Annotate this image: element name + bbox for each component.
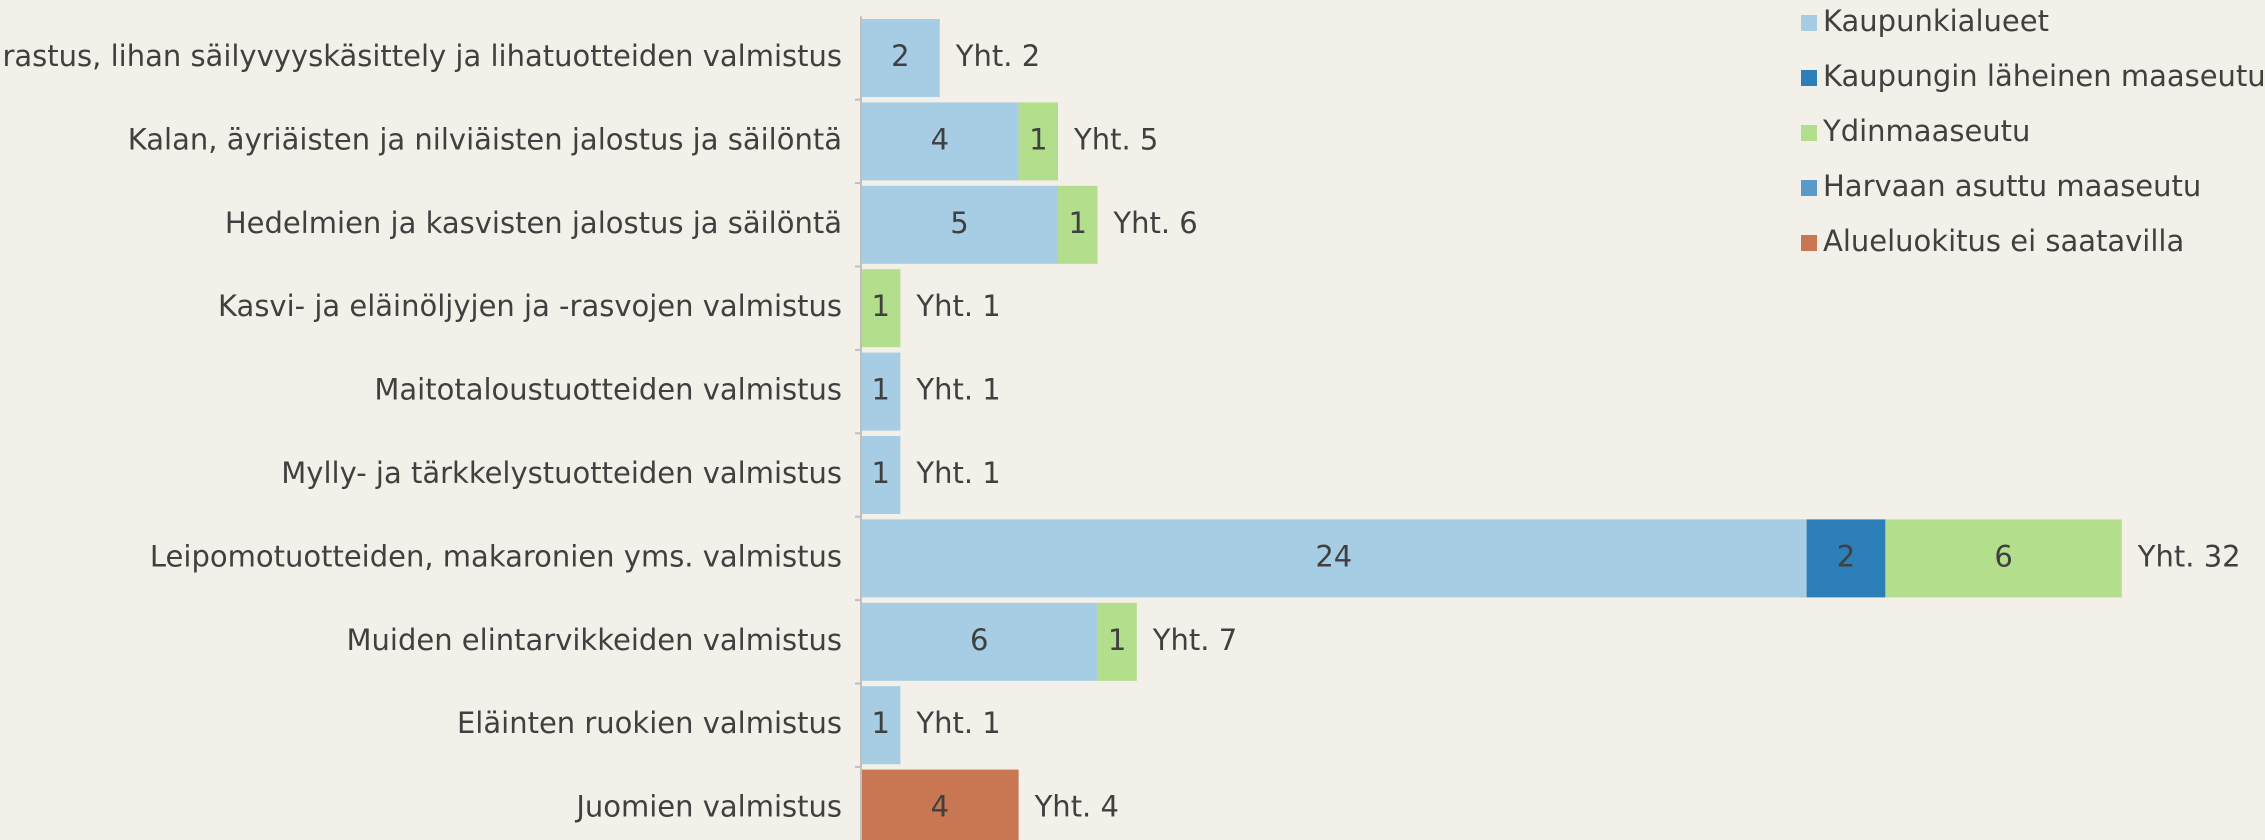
legend-swatch: [1801, 15, 1817, 31]
bar-segment: [861, 436, 901, 514]
legend-swatch: [1801, 125, 1817, 141]
total-label: Yht. 6: [1112, 206, 1197, 240]
data-label: 2: [891, 39, 909, 73]
category-label: Mylly- ja tärkkelystuotteiden valmistus: [281, 456, 842, 490]
bar-segment: [1806, 519, 1886, 598]
data-label: 6: [970, 623, 988, 657]
total-label: Yht. 7: [1152, 623, 1237, 657]
total-label: Yht. 1: [915, 706, 1000, 740]
data-label: 1: [1068, 206, 1086, 240]
data-label: 5: [950, 206, 968, 240]
data-label: 24: [1315, 539, 1352, 573]
category-label: Kalan, äyriäisten ja nilviäisten jalostu…: [128, 122, 842, 156]
bar-segment: [1097, 602, 1137, 681]
total-label: Yht. 1: [915, 373, 1000, 407]
category-label: Eläinten ruokien valmistus: [457, 706, 842, 740]
data-label: 1: [871, 706, 889, 740]
total-label: Yht. 1: [915, 289, 1000, 323]
legend-swatch: [1801, 235, 1817, 251]
bar-segment: [861, 686, 901, 765]
legend-label: Alueluokitus ei saatavilla: [1823, 224, 2184, 258]
legend-label: Kaupungin läheinen maaseutu: [1823, 59, 2265, 93]
data-label: 4: [931, 122, 949, 156]
data-label: 6: [1994, 539, 2012, 573]
data-label: 1: [871, 289, 889, 323]
category-label: Leipomotuotteiden, makaronien yms. valmi…: [150, 539, 842, 573]
category-label: Kasvi- ja eläinöljyjen ja -rasvojen valm…: [218, 289, 842, 323]
legend-swatch: [1801, 70, 1817, 86]
bar-segment: [1885, 519, 2122, 598]
total-label: Yht. 4: [1034, 790, 1119, 824]
bar-segment: [1018, 102, 1058, 181]
category-label: Hedelmien ja kasvisten jalostus ja säilö…: [225, 206, 842, 240]
data-label: 2: [1837, 539, 1855, 573]
data-label: 1: [871, 373, 889, 407]
category-label: Maitotaloustuotteiden valmistus: [374, 373, 842, 407]
legend-label: Kaupunkialueet: [1823, 4, 2049, 38]
legend-label: Ydinmaaseutu: [1822, 114, 2030, 148]
bar-segment: [861, 185, 1058, 264]
data-label: 4: [931, 790, 949, 824]
bar-segment: [861, 519, 1807, 598]
total-label: Yht. 5: [1073, 122, 1158, 156]
total-label: Yht. 32: [2137, 539, 2241, 573]
total-label: Yht. 2: [955, 39, 1040, 73]
bar-segment: [1058, 185, 1098, 264]
bar-segment: [861, 352, 901, 431]
category-label: Juomien valmistus: [574, 790, 842, 824]
legend-label: Harvaan asuttu maaseutu: [1823, 169, 2201, 203]
category-label: Muiden elintarvikkeiden valmistus: [347, 623, 843, 657]
bar-segment: [861, 19, 940, 97]
bar-segment: [861, 269, 901, 348]
category-label: Teurastus, lihan säilyvyyskäsittely ja l…: [0, 39, 842, 73]
data-label: 1: [1029, 122, 1047, 156]
bar-segment: [861, 602, 1098, 681]
legend-swatch: [1801, 180, 1817, 196]
bar-segment: [861, 102, 1019, 181]
data-label: 1: [1108, 623, 1126, 657]
total-label: Yht. 1: [915, 456, 1000, 490]
data-label: 1: [871, 456, 889, 490]
bar-segment: [861, 769, 1019, 840]
